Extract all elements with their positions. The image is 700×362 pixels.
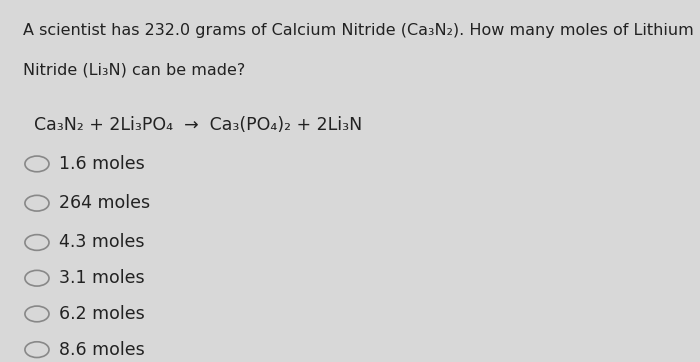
Text: 4.3 moles: 4.3 moles <box>59 233 144 252</box>
Text: 1.6 moles: 1.6 moles <box>59 155 145 173</box>
Text: 6.2 moles: 6.2 moles <box>59 305 145 323</box>
Text: A scientist has 232.0 grams of Calcium Nitride (Ca₃N₂). How many moles of Lithiu: A scientist has 232.0 grams of Calcium N… <box>23 23 694 38</box>
Text: Nitride (Li₃N) can be made?: Nitride (Li₃N) can be made? <box>23 62 246 77</box>
Text: 8.6 moles: 8.6 moles <box>59 341 145 359</box>
Text: Ca₃N₂ + 2Li₃PO₄  →  Ca₃(PO₄)₂ + 2Li₃N: Ca₃N₂ + 2Li₃PO₄ → Ca₃(PO₄)₂ + 2Li₃N <box>34 116 363 134</box>
Text: 3.1 moles: 3.1 moles <box>59 269 144 287</box>
Text: 264 moles: 264 moles <box>59 194 150 212</box>
